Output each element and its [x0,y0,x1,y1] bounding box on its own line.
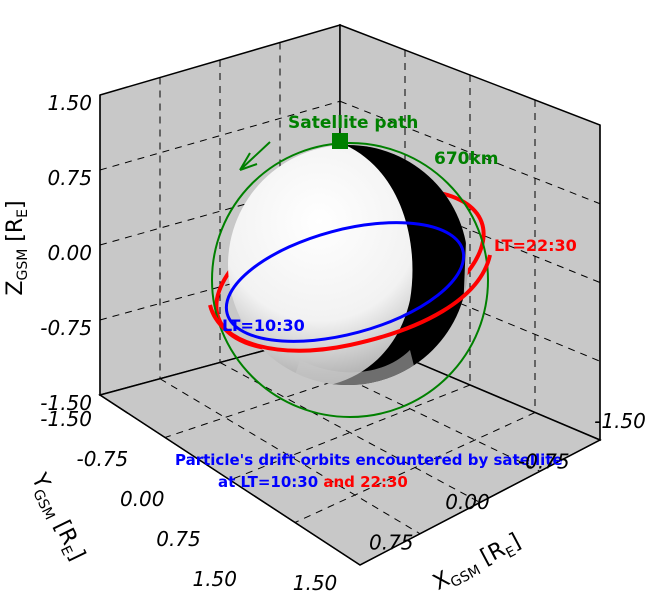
grid-left-horizontal [99,177,341,246]
y-tick-label: -0.75 [77,447,129,471]
y-tick-label: 1.50 [192,567,237,591]
z-tick-labels: 1.50 0.75 0.00 -0.75 -1.50 [40,91,92,415]
y-tick-label: 0.00 [120,487,165,511]
z-axis-title: ZGSM [RE] [3,200,31,295]
satellite-path-orbit [211,142,489,418]
grid-floor-line [219,362,481,503]
z-tick-label: 0.00 [47,241,92,265]
grid-left-horizontal [99,100,341,171]
grid-left-horizontal [99,253,341,321]
box-edges [99,95,601,566]
z-tick-label: -1.50 [40,391,92,415]
grid-lines [99,42,601,535]
grid-floor-line [159,378,421,535]
grid-floor-line [229,384,471,481]
lt-night-label: LT=22:30 [494,236,577,255]
caption-day: at LT=10:30 [218,473,318,491]
satellite-path-label: Satellite path [288,113,418,133]
x-tick-label: -0.75 [518,450,570,474]
altitude-label: 670km [434,149,499,169]
lt-day-label: LT=10:30 [222,316,305,335]
z-tick-label: 0.75 [47,166,92,190]
x-tick-label: 1.50 [293,571,338,595]
y-tick-labels: -1.50 -0.75 0.00 0.75 1.50 [40,407,237,591]
blue-orbit [224,221,466,343]
z-tick-label: -0.75 [40,316,92,340]
caption-night: and 22:30 [318,473,408,491]
y-axis-title: YGSM [RE] [23,469,90,566]
direction-arrow-icon [239,141,271,171]
grid-floor-line [279,345,541,472]
grid-floor-line [294,412,536,523]
caption-line-2: at LT=10:30 and 22:30 [218,473,408,491]
z-tick-label: 1.50 [47,91,92,115]
x-axis-title: XGSM [RE] [429,529,526,598]
x-tick-label: -1.50 [594,409,646,433]
satellite-marker [332,133,348,149]
caption-line-1: Particle's drift orbits encountered by s… [175,451,563,469]
x-tick-labels: 1.50 0.75 0.00 -0.75 -1.50 [293,409,646,595]
x-tick-label: 0.00 [445,490,490,514]
y-tick-label: -1.50 [40,407,92,431]
y-tick-label: 0.75 [156,527,201,551]
grid-right-horizontal [339,253,601,362]
x-tick-label: 0.75 [369,531,414,555]
red-orbit-front [208,254,492,353]
